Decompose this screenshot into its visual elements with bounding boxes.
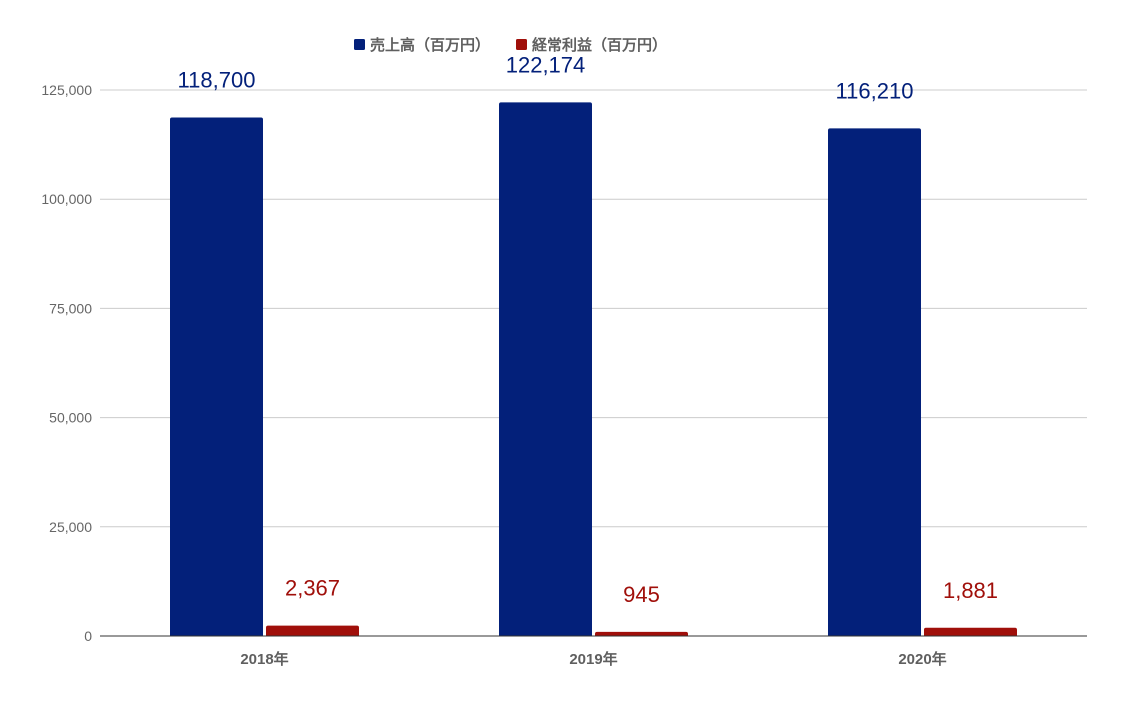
y-tick-label: 0	[84, 628, 92, 644]
legend-swatch-ordinary-profit	[516, 39, 527, 50]
bar-sales	[170, 117, 263, 636]
bar-sales	[828, 128, 921, 636]
bar-series	[170, 102, 1017, 636]
bar-ordinary-profit	[266, 625, 359, 636]
x-category-label: 2019年	[569, 650, 617, 668]
x-axis-category-labels: 2018年 2019年 2020年	[240, 650, 946, 668]
data-label-ordinary-profit: 1,881	[943, 578, 998, 603]
y-axis-tick-labels: 0 25,000 50,000 75,000 100,000 125,000	[41, 82, 92, 644]
bar-ordinary-profit	[595, 631, 688, 636]
x-category-label: 2020年	[898, 650, 946, 668]
data-labels: 118,700 2,367 122,174 945 116,210 1,881	[178, 52, 998, 607]
chart-legend: 売上高（百万円） 経常利益（百万円）	[354, 36, 667, 54]
data-label-ordinary-profit: 2,367	[285, 576, 340, 601]
x-category-label: 2018年	[240, 650, 288, 668]
bar-ordinary-profit	[924, 627, 1017, 636]
data-label-ordinary-profit: 945	[623, 582, 660, 607]
y-tick-label: 25,000	[49, 519, 92, 535]
y-tick-label: 100,000	[41, 191, 92, 207]
y-tick-label: 125,000	[41, 82, 92, 98]
data-label-sales: 116,210	[836, 78, 914, 103]
y-tick-label: 75,000	[49, 300, 92, 316]
legend-label-sales: 売上高（百万円）	[370, 36, 490, 54]
data-label-sales: 122,174	[506, 52, 586, 77]
y-gridlines	[100, 89, 1087, 528]
data-label-sales: 118,700	[178, 68, 256, 93]
y-tick-label: 50,000	[49, 410, 92, 426]
bar-sales	[499, 102, 592, 636]
legend-swatch-sales	[354, 39, 365, 50]
legend-label-ordinary-profit: 経常利益（百万円）	[532, 36, 667, 54]
